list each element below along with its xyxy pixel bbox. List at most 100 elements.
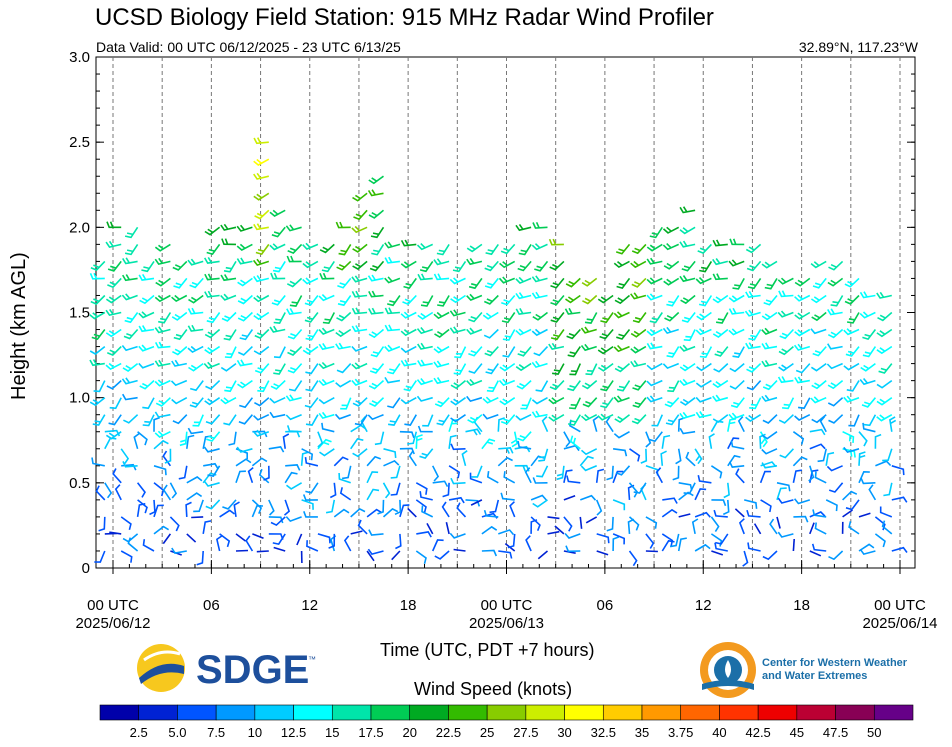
wind-barb xyxy=(538,448,549,462)
wind-barb xyxy=(221,311,237,322)
wind-barb xyxy=(220,223,237,231)
barb-column xyxy=(810,260,838,552)
wind-barb xyxy=(569,363,582,376)
wind-barb xyxy=(567,380,581,392)
wind-barb xyxy=(532,221,548,229)
wind-barb xyxy=(253,223,269,231)
wind-barb xyxy=(585,516,598,524)
wind-barb xyxy=(745,291,761,298)
wind-barb xyxy=(666,346,680,358)
wind-barb xyxy=(778,362,794,372)
wind-barb xyxy=(253,413,270,421)
wind-barb xyxy=(661,508,678,518)
barb-column xyxy=(170,260,203,554)
wind-barb xyxy=(109,397,122,410)
wind-barb xyxy=(305,329,319,341)
wind-barb xyxy=(318,294,335,302)
wind-barb xyxy=(876,414,893,422)
wind-barb xyxy=(437,295,450,307)
wind-barb xyxy=(466,378,483,387)
wind-barb xyxy=(382,482,391,499)
wind-barb xyxy=(239,397,254,409)
wind-barb xyxy=(203,480,220,487)
wind-barb xyxy=(595,468,605,483)
wind-barb xyxy=(268,533,284,540)
wind-barb xyxy=(729,238,745,246)
wind-barb xyxy=(662,243,680,251)
wind-barb xyxy=(105,308,122,316)
wind-barb xyxy=(318,396,335,405)
wind-barb xyxy=(186,434,195,449)
colorbar-label: 12.5 xyxy=(281,725,306,740)
wind-barb xyxy=(827,277,844,287)
wind-barb xyxy=(882,448,893,462)
wind-barb xyxy=(728,461,745,468)
wind-barb xyxy=(632,312,647,324)
wind-barb xyxy=(567,346,581,358)
colorbar-label: 40 xyxy=(712,725,726,740)
wind-barb xyxy=(498,550,513,559)
wind-barb xyxy=(336,363,352,374)
colorbar-swatch xyxy=(448,704,488,721)
wind-barb xyxy=(335,328,352,338)
wind-barb xyxy=(712,258,728,266)
wind-barb xyxy=(498,529,515,536)
wind-barb xyxy=(158,312,172,324)
wind-barb xyxy=(848,521,860,535)
wind-barb xyxy=(714,346,729,357)
barb-column xyxy=(220,223,252,552)
wind-barb xyxy=(662,226,680,234)
colorbar-swatch xyxy=(370,704,411,721)
wind-barb xyxy=(253,311,270,321)
wind-barb xyxy=(282,433,290,449)
wind-barb xyxy=(196,550,204,566)
wind-barb xyxy=(353,209,368,221)
wind-barb xyxy=(535,380,549,392)
wind-barb xyxy=(329,482,337,499)
wind-barb xyxy=(745,243,762,254)
y-tick-label: 2.5 xyxy=(69,134,90,151)
wind-barb xyxy=(761,431,778,440)
wind-barb xyxy=(663,260,680,270)
wind-barb xyxy=(450,379,467,390)
barb-column xyxy=(777,277,809,552)
wind-barb xyxy=(253,137,269,145)
wind-barb xyxy=(206,312,221,324)
wind-barb xyxy=(426,523,434,535)
wind-barb xyxy=(384,307,400,315)
wind-barb xyxy=(845,499,860,511)
wind-barb xyxy=(482,413,499,420)
wind-barb xyxy=(697,475,712,484)
wind-barb xyxy=(236,446,253,453)
wind-barb xyxy=(498,276,515,284)
wind-barb xyxy=(485,363,499,375)
wind-barb xyxy=(124,243,139,256)
sdge-logo: SDGE ™ xyxy=(137,644,316,692)
x-tick-label: 18 xyxy=(793,597,810,614)
wind-barb xyxy=(711,550,724,556)
wind-barb xyxy=(680,294,696,305)
wind-barb xyxy=(515,362,532,372)
wind-barb xyxy=(734,508,745,518)
wind-barb xyxy=(532,499,548,508)
wind-barb xyxy=(98,516,106,532)
wind-barb xyxy=(792,456,808,467)
wind-barb xyxy=(154,379,171,387)
wind-barb xyxy=(383,448,397,458)
wind-barb xyxy=(615,465,631,476)
wind-barb xyxy=(433,258,450,266)
wind-barb xyxy=(761,327,778,335)
wind-barb xyxy=(173,277,188,289)
wind-barb xyxy=(106,221,122,229)
wind-barb xyxy=(827,308,843,316)
colorbar-label: 20 xyxy=(402,725,416,740)
wind-barb xyxy=(501,312,516,324)
wind-barb xyxy=(630,345,647,354)
wind-barb xyxy=(581,277,598,287)
wind-barb xyxy=(236,243,253,251)
wind-barb xyxy=(681,260,696,272)
wind-barb xyxy=(732,346,745,358)
wind-barb xyxy=(484,260,499,272)
wind-barb xyxy=(517,440,532,450)
wind-barb xyxy=(441,501,450,518)
